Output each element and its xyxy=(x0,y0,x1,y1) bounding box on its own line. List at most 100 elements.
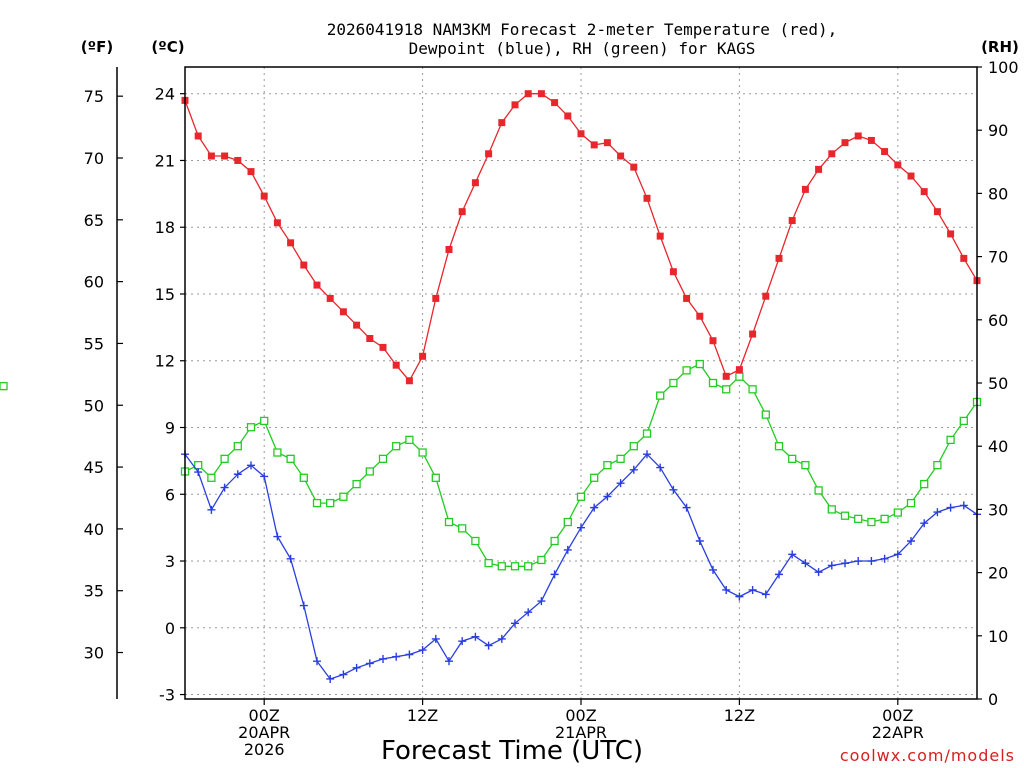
rh-point xyxy=(893,508,902,517)
2-meter-temperature-point xyxy=(920,188,928,196)
dewpoint-point xyxy=(392,652,401,661)
rh-point xyxy=(220,454,229,463)
rh-point xyxy=(207,473,216,482)
credit-text: coolwx.com/models xyxy=(840,746,1015,765)
dewpoint-point xyxy=(695,537,704,545)
rh-point xyxy=(458,524,467,533)
2-meter-temperature-point xyxy=(907,172,915,180)
2-meter-temperature-point xyxy=(735,366,743,374)
2-meter-temperature-point xyxy=(867,136,875,144)
rh-point xyxy=(273,448,282,457)
rh-point xyxy=(444,517,454,527)
dewpoint-point xyxy=(748,585,757,594)
2-meter-temperature-point xyxy=(498,119,506,127)
2-meter-temperature-point xyxy=(722,372,730,380)
celsius-tick-label: 18 xyxy=(155,218,175,237)
rh-tick-label: 50 xyxy=(988,374,1008,393)
fahrenheit-tick-label: 50 xyxy=(84,396,104,415)
rh-point xyxy=(761,410,770,419)
x-tick-label: 00Z xyxy=(565,706,596,725)
2-meter-temperature-point xyxy=(551,99,559,107)
dewpoint-point xyxy=(273,532,282,541)
2-meter-temperature-point xyxy=(617,152,625,160)
dewpoint-point xyxy=(220,483,229,492)
x-tick-label: 21APR xyxy=(555,723,607,742)
2-meter-temperature-point xyxy=(485,150,493,158)
celsius-tick-label: 15 xyxy=(155,285,175,304)
2-meter-temperature-point xyxy=(207,152,215,160)
rh-point xyxy=(312,498,322,508)
2-meter-temperature-point xyxy=(194,132,202,140)
rh-point xyxy=(497,562,506,571)
rh-point xyxy=(920,479,929,489)
dewpoint-point xyxy=(933,508,942,517)
dewpoint-point xyxy=(286,554,295,563)
rh-point xyxy=(418,448,427,457)
2-meter-temperature-point xyxy=(801,185,809,193)
dewpoint-point xyxy=(247,461,255,470)
rh-point xyxy=(616,454,625,463)
celsius-tick-label: -3 xyxy=(159,686,175,705)
2-meter-temperature-point xyxy=(656,232,664,240)
2-meter-temperature-point xyxy=(603,139,611,147)
fahrenheit-tick-label: 55 xyxy=(84,334,104,353)
celsius-tick-label: 21 xyxy=(155,151,175,170)
fahrenheit-tick-label: 40 xyxy=(84,520,104,539)
dewpoint-point xyxy=(260,472,269,481)
dewpoint-point xyxy=(207,505,216,514)
dewpoint-point xyxy=(471,632,480,641)
dewpoint-point xyxy=(577,523,585,532)
rh-point xyxy=(629,442,638,451)
x-tick-label: 00Z xyxy=(249,706,280,725)
dewpoint-point xyxy=(880,554,889,563)
2-meter-temperature-point xyxy=(419,352,427,360)
dewpoint-point xyxy=(458,637,467,646)
rh-point xyxy=(642,429,652,438)
2-meter-temperature-point xyxy=(709,337,717,345)
dewpoint-point xyxy=(299,601,308,610)
2-meter-temperature-point xyxy=(828,150,836,158)
celsius-tick-label: 6 xyxy=(165,485,175,504)
rh-point xyxy=(563,517,572,527)
2-meter-temperature-point xyxy=(643,194,651,202)
rh-tick-label: 20 xyxy=(988,564,1008,583)
dewpoint-point xyxy=(867,557,876,566)
dewpoint-point xyxy=(801,559,810,568)
dewpoint-point xyxy=(682,503,691,512)
fahrenheit-tick-label: 35 xyxy=(84,582,104,601)
rh-point xyxy=(286,454,295,463)
dewpoint-point xyxy=(893,550,902,559)
2-meter-temperature-point xyxy=(260,192,268,200)
rh-point xyxy=(260,416,269,426)
2-meter-temperature-point xyxy=(392,361,400,369)
rh-tick-label: 80 xyxy=(988,184,1008,203)
fahrenheit-tick-label: 75 xyxy=(84,87,104,106)
2-meter-temperature-point xyxy=(788,217,796,225)
rh-tick-label: 30 xyxy=(988,500,1008,519)
dewpoint-point xyxy=(669,485,678,494)
rh-point xyxy=(392,442,401,451)
dewpoint-point xyxy=(537,597,546,606)
fahrenheit-tick-label: 65 xyxy=(84,211,104,230)
x-tick-label: 12Z xyxy=(407,706,438,725)
rh-point xyxy=(722,385,731,394)
2-meter-temperature-point xyxy=(683,294,691,302)
rh-point xyxy=(510,562,520,571)
2-meter-temperature-point xyxy=(353,321,361,329)
rh-point xyxy=(0,382,8,391)
rh-point xyxy=(431,473,440,482)
rh-point xyxy=(735,372,744,381)
rh-point xyxy=(656,391,665,400)
2-meter-temperature-point xyxy=(854,132,862,140)
2-meter-temperature-point xyxy=(537,90,545,98)
2-meter-temperature-point xyxy=(313,281,321,289)
2-meter-temperature-point xyxy=(300,261,308,269)
rh-point xyxy=(748,385,757,394)
rh-point xyxy=(801,461,810,470)
dewpoint-point xyxy=(920,519,929,528)
dewpoint-point xyxy=(405,650,414,659)
2-meter-temperature-point xyxy=(841,139,849,147)
2-meter-temperature-point xyxy=(234,156,242,164)
dewpoint-point xyxy=(656,463,665,472)
